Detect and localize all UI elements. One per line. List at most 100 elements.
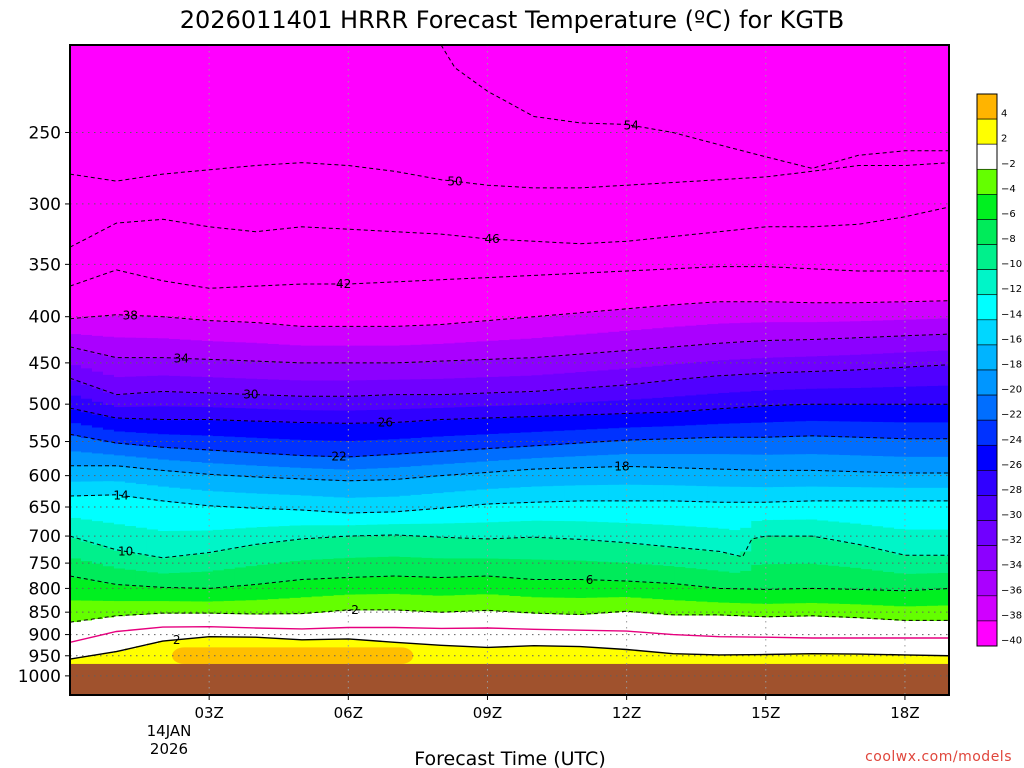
fill-band — [476, 340, 489, 361]
fill-band — [707, 485, 719, 503]
fill-band — [773, 389, 785, 406]
fill-band — [454, 474, 467, 492]
colorbar-label--30: −30 — [1001, 510, 1022, 521]
fill-band — [564, 443, 577, 457]
fill-band — [157, 391, 170, 407]
fill-band — [168, 419, 181, 435]
fill-band — [124, 248, 137, 274]
fill-band — [333, 536, 346, 559]
fill-band — [696, 361, 708, 378]
fill-band — [707, 501, 719, 528]
fill-band — [377, 496, 390, 513]
fill-band — [113, 567, 126, 586]
fill-band — [751, 616, 763, 638]
fill-band — [850, 421, 862, 438]
fill-band — [487, 557, 500, 577]
fill-band — [223, 436, 236, 452]
fill-band — [124, 585, 137, 602]
fill-band — [641, 382, 653, 399]
fill-band — [762, 405, 774, 423]
fill-band — [300, 422, 313, 441]
fill-band — [872, 569, 884, 591]
fill-band — [663, 453, 675, 469]
fill-band — [91, 388, 104, 402]
fill-band — [586, 387, 598, 402]
fill-band — [201, 304, 214, 322]
fill-band — [212, 419, 225, 437]
fill-band — [663, 210, 675, 238]
fill-band — [498, 503, 511, 522]
fill-band — [234, 492, 247, 509]
fill-band — [190, 198, 203, 226]
fill-band — [146, 297, 159, 317]
fill-band — [157, 613, 170, 628]
fill-band — [696, 485, 708, 503]
fill-band — [476, 610, 489, 629]
fill-band — [795, 588, 807, 604]
fill-band — [509, 417, 522, 433]
fill-band — [113, 584, 126, 602]
fill-band — [619, 350, 631, 369]
fill-band — [168, 459, 181, 472]
fill-band — [223, 420, 236, 437]
fill-band — [245, 286, 258, 306]
fill-band — [905, 473, 917, 488]
fill-band — [234, 476, 247, 493]
fill-band — [410, 257, 423, 282]
fill-band — [80, 437, 93, 453]
fill-band — [707, 323, 719, 345]
fill-band — [432, 361, 445, 379]
fill-band — [212, 474, 225, 492]
isotherm-label--46: 46 — [484, 232, 499, 246]
fill-band — [707, 393, 719, 410]
fill-band — [751, 520, 763, 539]
fill-band — [542, 373, 555, 392]
fill-band — [388, 438, 401, 455]
colorbar-swatch--8 — [976, 219, 998, 245]
fill-band — [267, 229, 280, 260]
fill-band — [278, 395, 291, 410]
fill-band — [322, 396, 335, 411]
fill-band — [531, 296, 544, 318]
fill-band — [377, 257, 390, 284]
fill-band — [696, 394, 708, 411]
fill-band — [916, 572, 928, 591]
fill-band — [894, 319, 906, 337]
fill-band — [817, 371, 829, 389]
fill-band — [542, 537, 555, 560]
fill-band — [586, 243, 598, 259]
fill-band — [553, 430, 566, 445]
fill-band — [157, 600, 170, 614]
fill-band — [718, 588, 730, 603]
fill-band — [795, 302, 807, 323]
colorbar-swatch--14 — [976, 294, 998, 321]
fill-band — [740, 422, 752, 438]
fill-band — [70, 599, 82, 623]
fill-band — [245, 476, 258, 494]
fill-band — [102, 583, 115, 601]
fill-band — [564, 388, 577, 403]
fill-band — [542, 613, 555, 631]
fill-band — [168, 221, 181, 254]
fill-band — [465, 237, 478, 259]
fill-band — [520, 612, 533, 630]
fill-band — [641, 453, 653, 468]
isotherm--38 — [70, 300, 949, 327]
fill-band — [421, 394, 434, 409]
fill-band — [652, 467, 664, 486]
fill-band — [113, 443, 126, 456]
isotherm-label--26: 26 — [378, 416, 393, 430]
fill-band — [795, 321, 807, 341]
fill-band — [762, 454, 774, 471]
chart-title: 2026011401 HRRR Forecast Temperature (ºC… — [180, 6, 845, 34]
fill-band — [586, 428, 598, 443]
fill-band — [454, 522, 467, 539]
fill-band — [861, 165, 873, 196]
fill-band — [421, 378, 434, 396]
fill-band — [608, 612, 620, 632]
fill-band — [377, 201, 390, 232]
fill-band — [366, 305, 379, 327]
fill-band — [157, 280, 170, 300]
fill-band — [476, 184, 489, 213]
fill-band — [410, 510, 423, 524]
